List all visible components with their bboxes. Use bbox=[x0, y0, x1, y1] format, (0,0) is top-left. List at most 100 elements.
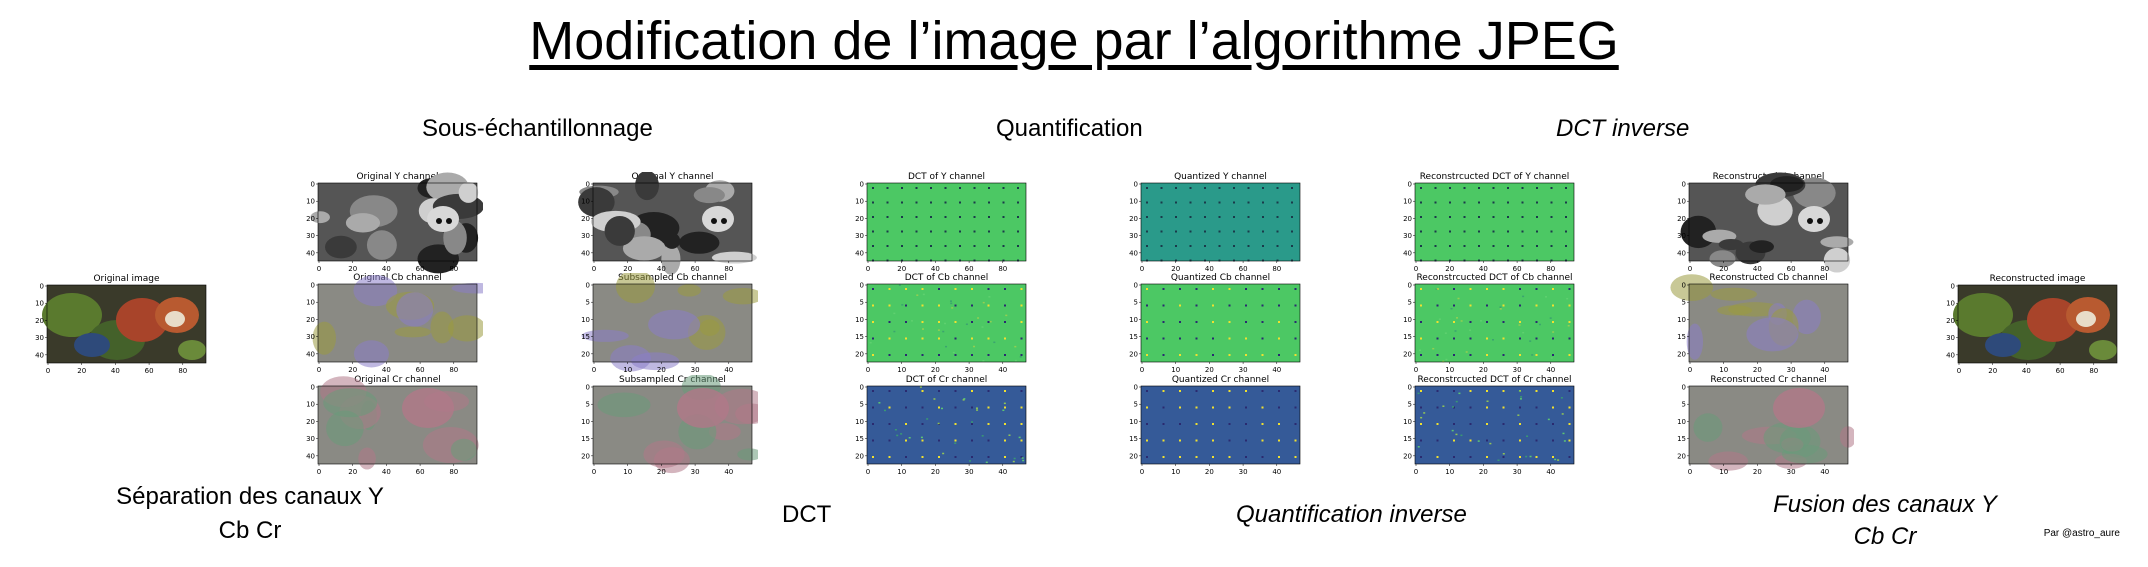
x-tick-label: 10 bbox=[1445, 468, 1454, 476]
x-tick-label: 10 bbox=[897, 366, 906, 374]
y-tick-label: 5 bbox=[860, 299, 864, 307]
x-tick-label: 0 bbox=[1140, 468, 1144, 476]
panel-title: Reconstrcucted DCT of Y channel bbox=[1419, 172, 1570, 182]
x-tick-label: 80 bbox=[1272, 265, 1281, 273]
x-tick-label: 0 bbox=[1140, 366, 1144, 374]
x-tick-label: 0 bbox=[1957, 367, 1961, 375]
panel-title: Quantized Cr channel bbox=[1171, 375, 1270, 385]
panel-image bbox=[1414, 283, 1575, 363]
x-tick-label: 0 bbox=[866, 265, 870, 273]
x-tick-label: 20 bbox=[931, 468, 940, 476]
y-tick-label: 10 bbox=[855, 316, 864, 324]
y-tick-label: 20 bbox=[1677, 350, 1686, 358]
x-tick-label: 40 bbox=[2022, 367, 2031, 375]
y-tick-label: 40 bbox=[35, 351, 44, 359]
stage-label-fusion-line2: Cb Cr bbox=[1853, 523, 1917, 550]
panel-ocb: Original Cb channel 0 10 20 30 40 0 20 40 60 80 bbox=[298, 273, 483, 377]
x-tick-label: 0 bbox=[592, 265, 596, 273]
y-tick-label: 30 bbox=[1403, 232, 1412, 240]
panel-iy: Reconstructed Y channel01020304002040608… bbox=[1669, 172, 1854, 276]
panel-title: Reconstructed image bbox=[1989, 274, 2086, 284]
panel-title: Quantized Y channel bbox=[1174, 172, 1267, 182]
x-tick-label: 60 bbox=[416, 366, 425, 374]
x-tick-label: 20 bbox=[931, 366, 940, 374]
panel-scb: Subsampled Cb channel 0 5 10 15 20 0 10 20 30 40 bbox=[573, 273, 758, 377]
y-tick-label: 20 bbox=[581, 350, 590, 358]
x-tick-label: 30 bbox=[965, 468, 974, 476]
x-tick-label: 20 bbox=[77, 367, 86, 375]
y-tick-label: 10 bbox=[35, 300, 44, 308]
x-tick-label: 60 bbox=[145, 367, 154, 375]
panel-rcr: Reconstrcucted DCT of Cr channel 0 5 10 15 20… bbox=[1395, 375, 1580, 479]
panel-qy: Quantized Y channel 0 10 20 30 40 0 20 40 60 80 bbox=[1121, 172, 1306, 276]
y-tick-label: 20 bbox=[35, 317, 44, 325]
panel-image bbox=[1688, 385, 1854, 471]
x-tick-label: 20 bbox=[1205, 468, 1214, 476]
y-tick-label: 10 bbox=[1403, 316, 1412, 324]
y-tick-label: 20 bbox=[1946, 317, 1955, 325]
x-tick-label: 40 bbox=[724, 366, 733, 374]
panel-image bbox=[578, 172, 757, 275]
panel-image bbox=[317, 376, 479, 470]
panel-recon: Reconstructed image 0 10 20 30 40 0 20 40 60 80 bbox=[1938, 274, 2123, 378]
y-tick-label: 30 bbox=[855, 232, 864, 240]
y-tick-label: 20 bbox=[581, 452, 590, 460]
y-tick-label: 20 bbox=[1677, 215, 1686, 223]
panel-qcb: Quantized Cb channel 0 5 10 15 20 0 10 20 30 40 bbox=[1121, 273, 1306, 377]
stage-label-fusion-line1: Fusion des canaux Y bbox=[1773, 491, 1997, 518]
x-tick-label: 30 bbox=[691, 468, 700, 476]
panel-ry: Reconstrcucted DCT of Y channel 0 10 20 30 40… bbox=[1395, 172, 1580, 276]
panel-image bbox=[42, 284, 207, 364]
x-tick-label: 10 bbox=[623, 468, 632, 476]
x-tick-label: 0 bbox=[1688, 265, 1692, 273]
y-tick-label: 0 bbox=[586, 384, 590, 392]
y-tick-label: 0 bbox=[1682, 384, 1686, 392]
y-tick-label: 40 bbox=[306, 452, 315, 460]
x-tick-label: 60 bbox=[1787, 265, 1796, 273]
x-tick-label: 0 bbox=[1140, 265, 1144, 273]
x-tick-label: 40 bbox=[382, 265, 391, 273]
y-tick-label: 20 bbox=[1129, 452, 1138, 460]
y-tick-label: 40 bbox=[306, 249, 315, 257]
y-tick-label: 0 bbox=[1134, 181, 1138, 189]
x-tick-label: 20 bbox=[657, 366, 666, 374]
x-tick-label: 30 bbox=[1787, 366, 1796, 374]
y-tick-label: 20 bbox=[306, 316, 315, 324]
panel-title: Reconstructed Cr channel bbox=[1710, 375, 1827, 385]
x-tick-label: 20 bbox=[1171, 265, 1180, 273]
y-tick-label: 0 bbox=[586, 181, 590, 189]
x-tick-label: 20 bbox=[348, 468, 357, 476]
x-tick-label: 30 bbox=[1513, 468, 1522, 476]
y-tick-label: 20 bbox=[855, 215, 864, 223]
panel-title: Original Cb channel bbox=[353, 273, 442, 283]
x-tick-label: 60 bbox=[416, 265, 425, 273]
x-tick-label: 10 bbox=[1171, 366, 1180, 374]
y-tick-label: 20 bbox=[1129, 350, 1138, 358]
x-tick-label: 0 bbox=[1414, 366, 1418, 374]
y-tick-label: 10 bbox=[1403, 418, 1412, 426]
panel-title: Original Y channel bbox=[356, 172, 439, 182]
panel-title: DCT of Cb channel bbox=[904, 273, 989, 283]
y-tick-label: 10 bbox=[581, 316, 590, 324]
y-tick-label: 15 bbox=[1403, 435, 1412, 443]
x-tick-label: 60 bbox=[2056, 367, 2065, 375]
panel-title: DCT of Y channel bbox=[907, 172, 986, 182]
x-tick-label: 40 bbox=[931, 265, 940, 273]
panel-orig: Original image 0 10 20 30 40 0 20 40 60 80 bbox=[27, 274, 212, 378]
y-tick-label: 20 bbox=[581, 215, 590, 223]
y-tick-label: 0 bbox=[1134, 282, 1138, 290]
panel-image bbox=[866, 182, 1027, 262]
stage-label-quantification: Quantification bbox=[996, 115, 1143, 142]
y-tick-label: 5 bbox=[1682, 401, 1686, 409]
x-tick-label: 20 bbox=[1719, 265, 1728, 273]
x-tick-label: 60 bbox=[965, 265, 974, 273]
panel-image bbox=[1953, 284, 2118, 364]
y-tick-label: 0 bbox=[1408, 384, 1412, 392]
x-tick-label: 0 bbox=[1688, 468, 1692, 476]
panel-rcb: Reconstrcucted DCT of Cb channel 0 5 10 15 20… bbox=[1395, 273, 1580, 377]
x-tick-label: 60 bbox=[691, 265, 700, 273]
y-tick-label: 5 bbox=[1408, 401, 1412, 409]
